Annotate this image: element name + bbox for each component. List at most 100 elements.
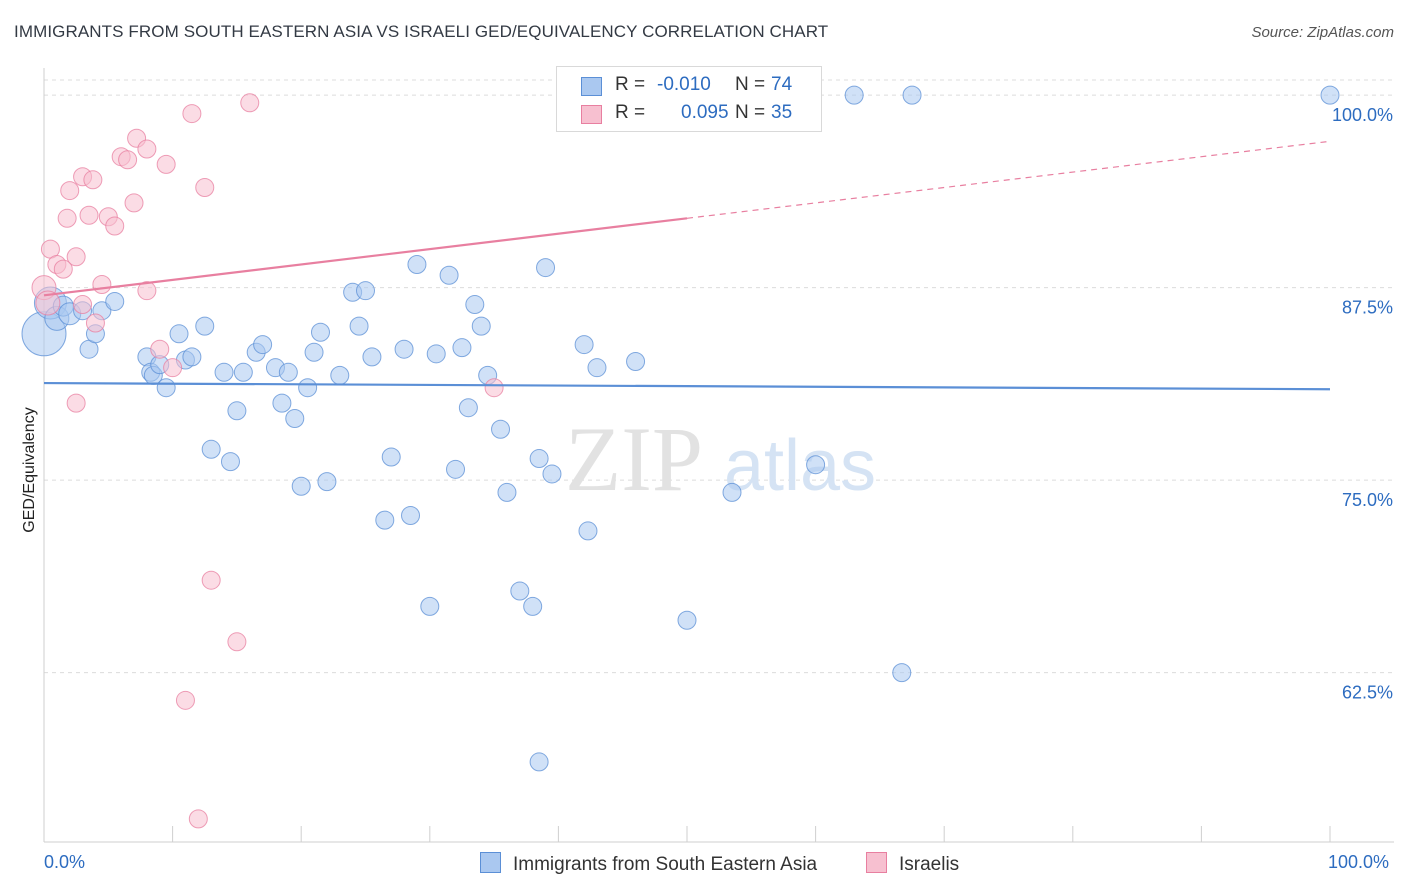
point-south-eastern-asia: [195, 316, 215, 336]
watermark-zip: ZIP: [565, 408, 703, 510]
series-swatch-pink: [866, 852, 887, 873]
point-south-eastern-asia: [381, 447, 401, 467]
point-south-eastern-asia: [298, 378, 318, 398]
point-south-eastern-asia: [169, 324, 189, 344]
point-south-eastern-asia: [330, 365, 350, 385]
point-south-eastern-asia: [722, 482, 742, 502]
point-israelis: [150, 339, 170, 359]
point-israelis: [73, 295, 93, 315]
y-tick-labels: 100.0% 87.5% 75.0% 62.5%: [1332, 105, 1393, 703]
point-south-eastern-asia: [227, 401, 247, 421]
legend-n-label: N =: [735, 102, 766, 123]
legend-r-label: R =: [615, 74, 646, 95]
legend-swatch-blue: [581, 77, 602, 96]
point-south-eastern-asia: [420, 596, 440, 616]
point-israelis: [79, 205, 99, 225]
y-tick-label: 87.5%: [1342, 298, 1393, 318]
series-label-blue: Immigrants from South Eastern Asia: [513, 854, 818, 875]
point-south-eastern-asia: [201, 439, 221, 459]
point-south-eastern-asia: [902, 85, 922, 105]
point-israelis: [163, 358, 183, 378]
y-tick-label: 75.0%: [1342, 490, 1393, 510]
point-israelis: [57, 208, 77, 228]
point-south-eastern-asia: [844, 85, 864, 105]
point-south-eastern-asia: [362, 347, 382, 367]
point-south-eastern-asia: [677, 610, 697, 630]
point-south-eastern-asia: [407, 255, 427, 274]
point-south-eastern-asia: [626, 352, 646, 372]
point-south-eastern-asia: [536, 258, 556, 278]
point-israelis: [53, 259, 73, 279]
point-south-eastern-asia: [291, 476, 311, 496]
point-south-eastern-asia: [452, 338, 472, 358]
y-tick-label: 100.0%: [1332, 105, 1393, 125]
legend-r-value: -0.010: [657, 74, 711, 95]
trend-lines: [43, 140, 1331, 391]
point-israelis: [60, 181, 80, 201]
watermark: ZIP atlas: [565, 408, 876, 510]
point-south-eastern-asia: [182, 347, 202, 367]
point-south-eastern-asia: [529, 449, 549, 469]
point-south-eastern-asia: [285, 409, 305, 428]
legend-r-label: R =: [615, 102, 646, 123]
trend-line-pink: [43, 217, 688, 297]
point-israelis: [137, 139, 157, 159]
legend-n-value: 35: [771, 102, 793, 123]
point-south-eastern-asia: [272, 393, 292, 413]
point-south-eastern-asia: [375, 510, 395, 530]
point-south-eastern-asia: [542, 464, 562, 484]
point-israelis: [118, 150, 138, 170]
point-israelis: [175, 690, 195, 710]
legend-n-label: N =: [735, 74, 766, 95]
point-south-eastern-asia: [105, 291, 125, 311]
trend-line-blue: [43, 381, 1331, 391]
legend-swatch-pink: [581, 105, 602, 124]
y-tick-label: 62.5%: [1342, 683, 1393, 703]
point-south-eastern-asia: [578, 521, 598, 541]
point-israelis: [66, 247, 86, 267]
point-south-eastern-asia: [439, 265, 459, 285]
x-tick-left: 0.0%: [44, 852, 86, 872]
series-legend-pink[interactable]: Israelis: [866, 852, 959, 876]
point-israelis: [124, 193, 144, 213]
series-swatch-blue: [480, 852, 501, 873]
point-south-eastern-asia: [356, 281, 375, 301]
chart-title: IMMIGRANTS FROM SOUTH EASTERN ASIA VS IS…: [14, 22, 829, 41]
point-south-eastern-asia: [253, 335, 273, 355]
point-israelis: [137, 281, 157, 301]
point-south-eastern-asia: [587, 358, 607, 378]
chart-source: Source: ZipAtlas.com: [1251, 24, 1394, 41]
y-axis-label: GED/Equivalency: [21, 407, 38, 533]
point-south-eastern-asia: [491, 419, 511, 439]
point-south-eastern-asia: [214, 362, 234, 382]
point-israelis: [35, 290, 61, 316]
point-south-eastern-asia: [233, 362, 253, 382]
point-israelis: [484, 378, 504, 398]
trend-line-pink-extension: [686, 140, 1331, 219]
point-south-eastern-asia: [523, 596, 543, 616]
point-south-eastern-asia: [220, 452, 240, 472]
legend-r-value: 0.095: [681, 102, 729, 123]
point-south-eastern-asia: [304, 342, 324, 362]
watermark-atlas: atlas: [724, 426, 876, 506]
x-tick-right: 100.0%: [1328, 852, 1390, 872]
point-south-eastern-asia: [156, 378, 176, 398]
point-israelis: [227, 632, 247, 652]
point-south-eastern-asia: [317, 472, 337, 492]
point-south-eastern-asia: [394, 339, 414, 359]
point-israelis: [240, 93, 260, 113]
point-south-eastern-asia: [471, 316, 491, 336]
point-israelis: [85, 313, 105, 333]
point-israelis: [182, 104, 202, 124]
point-south-eastern-asia: [806, 455, 826, 475]
point-south-eastern-asia: [1320, 85, 1340, 105]
point-south-eastern-asia: [458, 398, 478, 418]
series-label-pink: Israelis: [899, 854, 960, 875]
data-points: [21, 85, 1340, 829]
point-south-eastern-asia: [892, 663, 912, 683]
series-legend-blue[interactable]: Immigrants from South Eastern Asia: [480, 852, 817, 876]
point-south-eastern-asia: [426, 344, 446, 364]
point-israelis: [188, 809, 208, 829]
point-south-eastern-asia: [349, 316, 369, 336]
